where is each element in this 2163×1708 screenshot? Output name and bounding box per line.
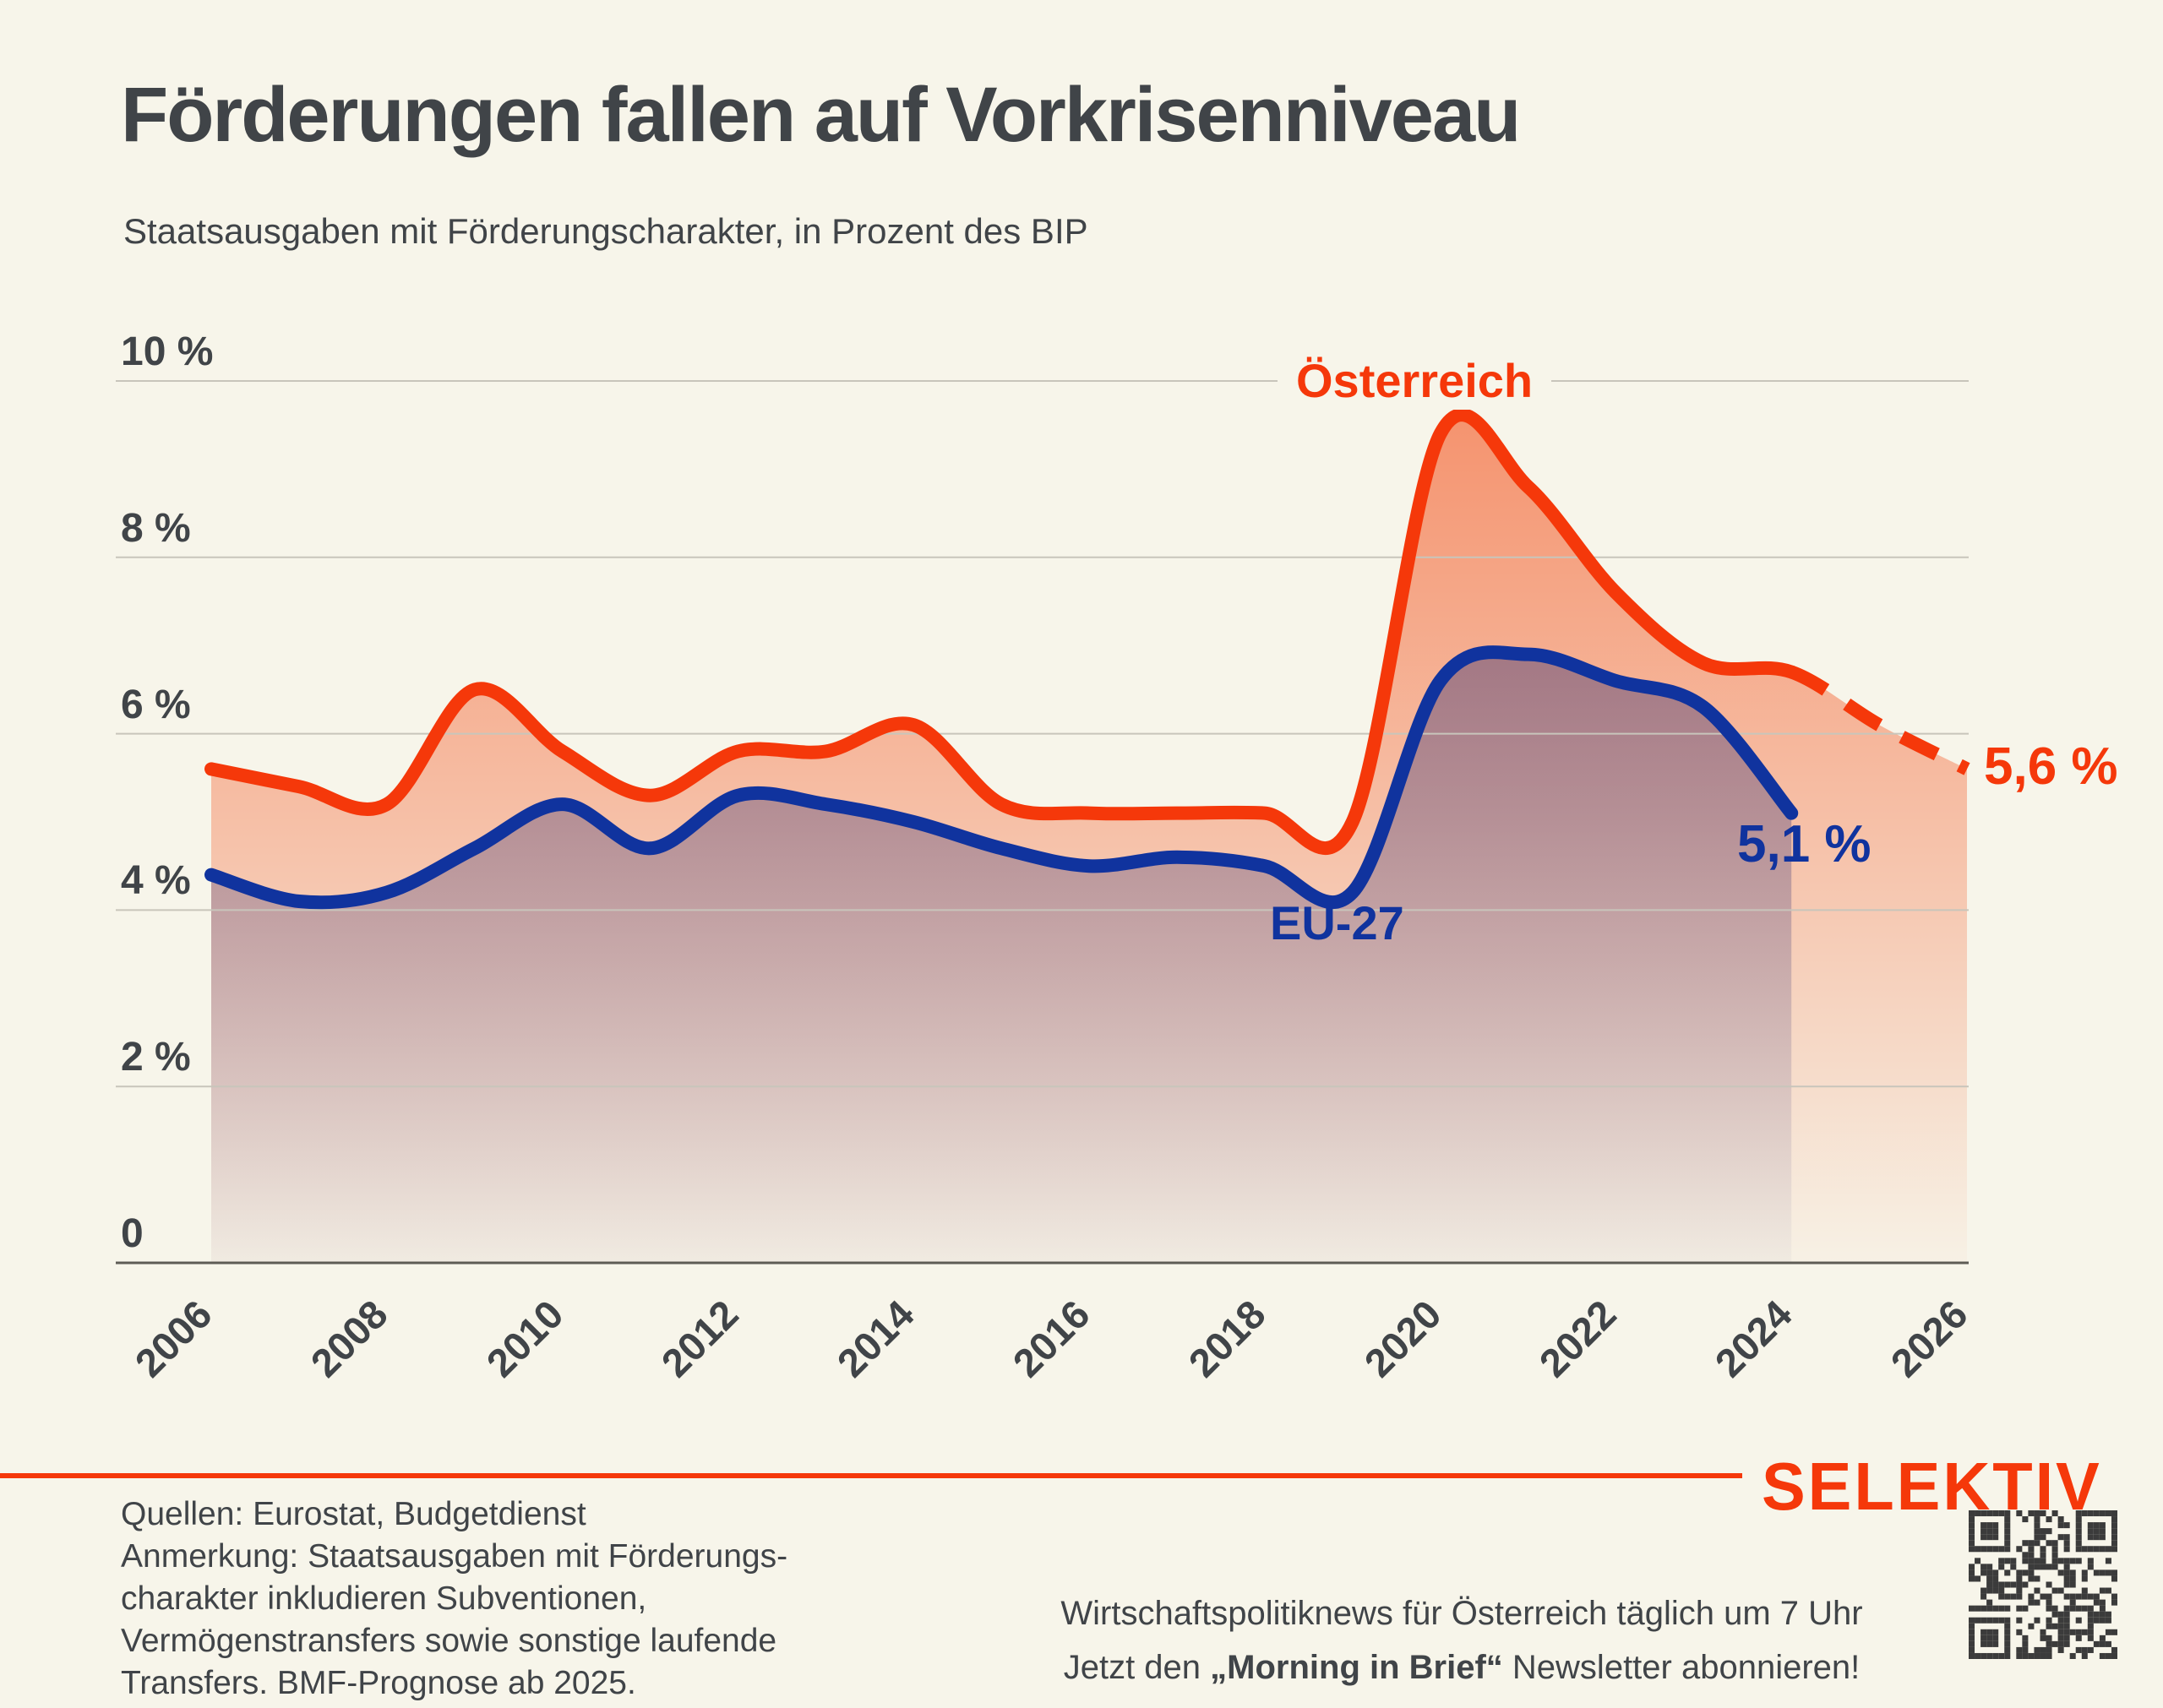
page-title: Förderungen fallen auf Vorkrisenniveau [121, 72, 1521, 158]
austria-forecast-dashed-line [1789, 665, 1970, 775]
newsletter-line1: Wirtschaftspolitiknews für Österreich tä… [1060, 1595, 1863, 1632]
newsletter-line2-suffix: Newsletter abonnieren! [1502, 1649, 1861, 1686]
austria-line [204, 408, 1799, 855]
y-axis-label-2: 2 % [121, 1035, 191, 1080]
series-label-austria: Österreich [1278, 351, 1552, 410]
y-axis-label-10: 10 % [121, 329, 214, 374]
end-value-label-austria: 5,6 % [1984, 737, 2118, 796]
y-axis-label-4: 4 % [121, 858, 191, 904]
sources-note: Quellen: Eurostat, Budgetdienst Anmerkun… [121, 1496, 788, 1701]
newsletter-callout: Wirtschaftspolitiknews für Österreich tä… [929, 1586, 1994, 1694]
end-value-label-eu27: 5,1 % [1737, 815, 1872, 873]
footer-divider-rule [0, 1473, 1742, 1478]
page-subtitle: Staatsausgaben mit Förderungscharakter, … [123, 211, 1088, 251]
newsletter-line2-bold: „Morning in Brief“ [1210, 1649, 1503, 1686]
newsletter-line2: Jetzt den „Morning in Brief“ Newsletter … [929, 1640, 1994, 1694]
y-axis-label-0: 0 [121, 1211, 144, 1256]
y-axis-label-8: 8 % [121, 505, 191, 551]
series-label-eu27: EU-27 [1270, 896, 1404, 949]
y-axis-label-6: 6 % [121, 682, 191, 727]
eu27-line [204, 645, 1799, 910]
newsletter-line2-prefix: Jetzt den [1063, 1649, 1211, 1686]
qr-code [1969, 1510, 2117, 1659]
